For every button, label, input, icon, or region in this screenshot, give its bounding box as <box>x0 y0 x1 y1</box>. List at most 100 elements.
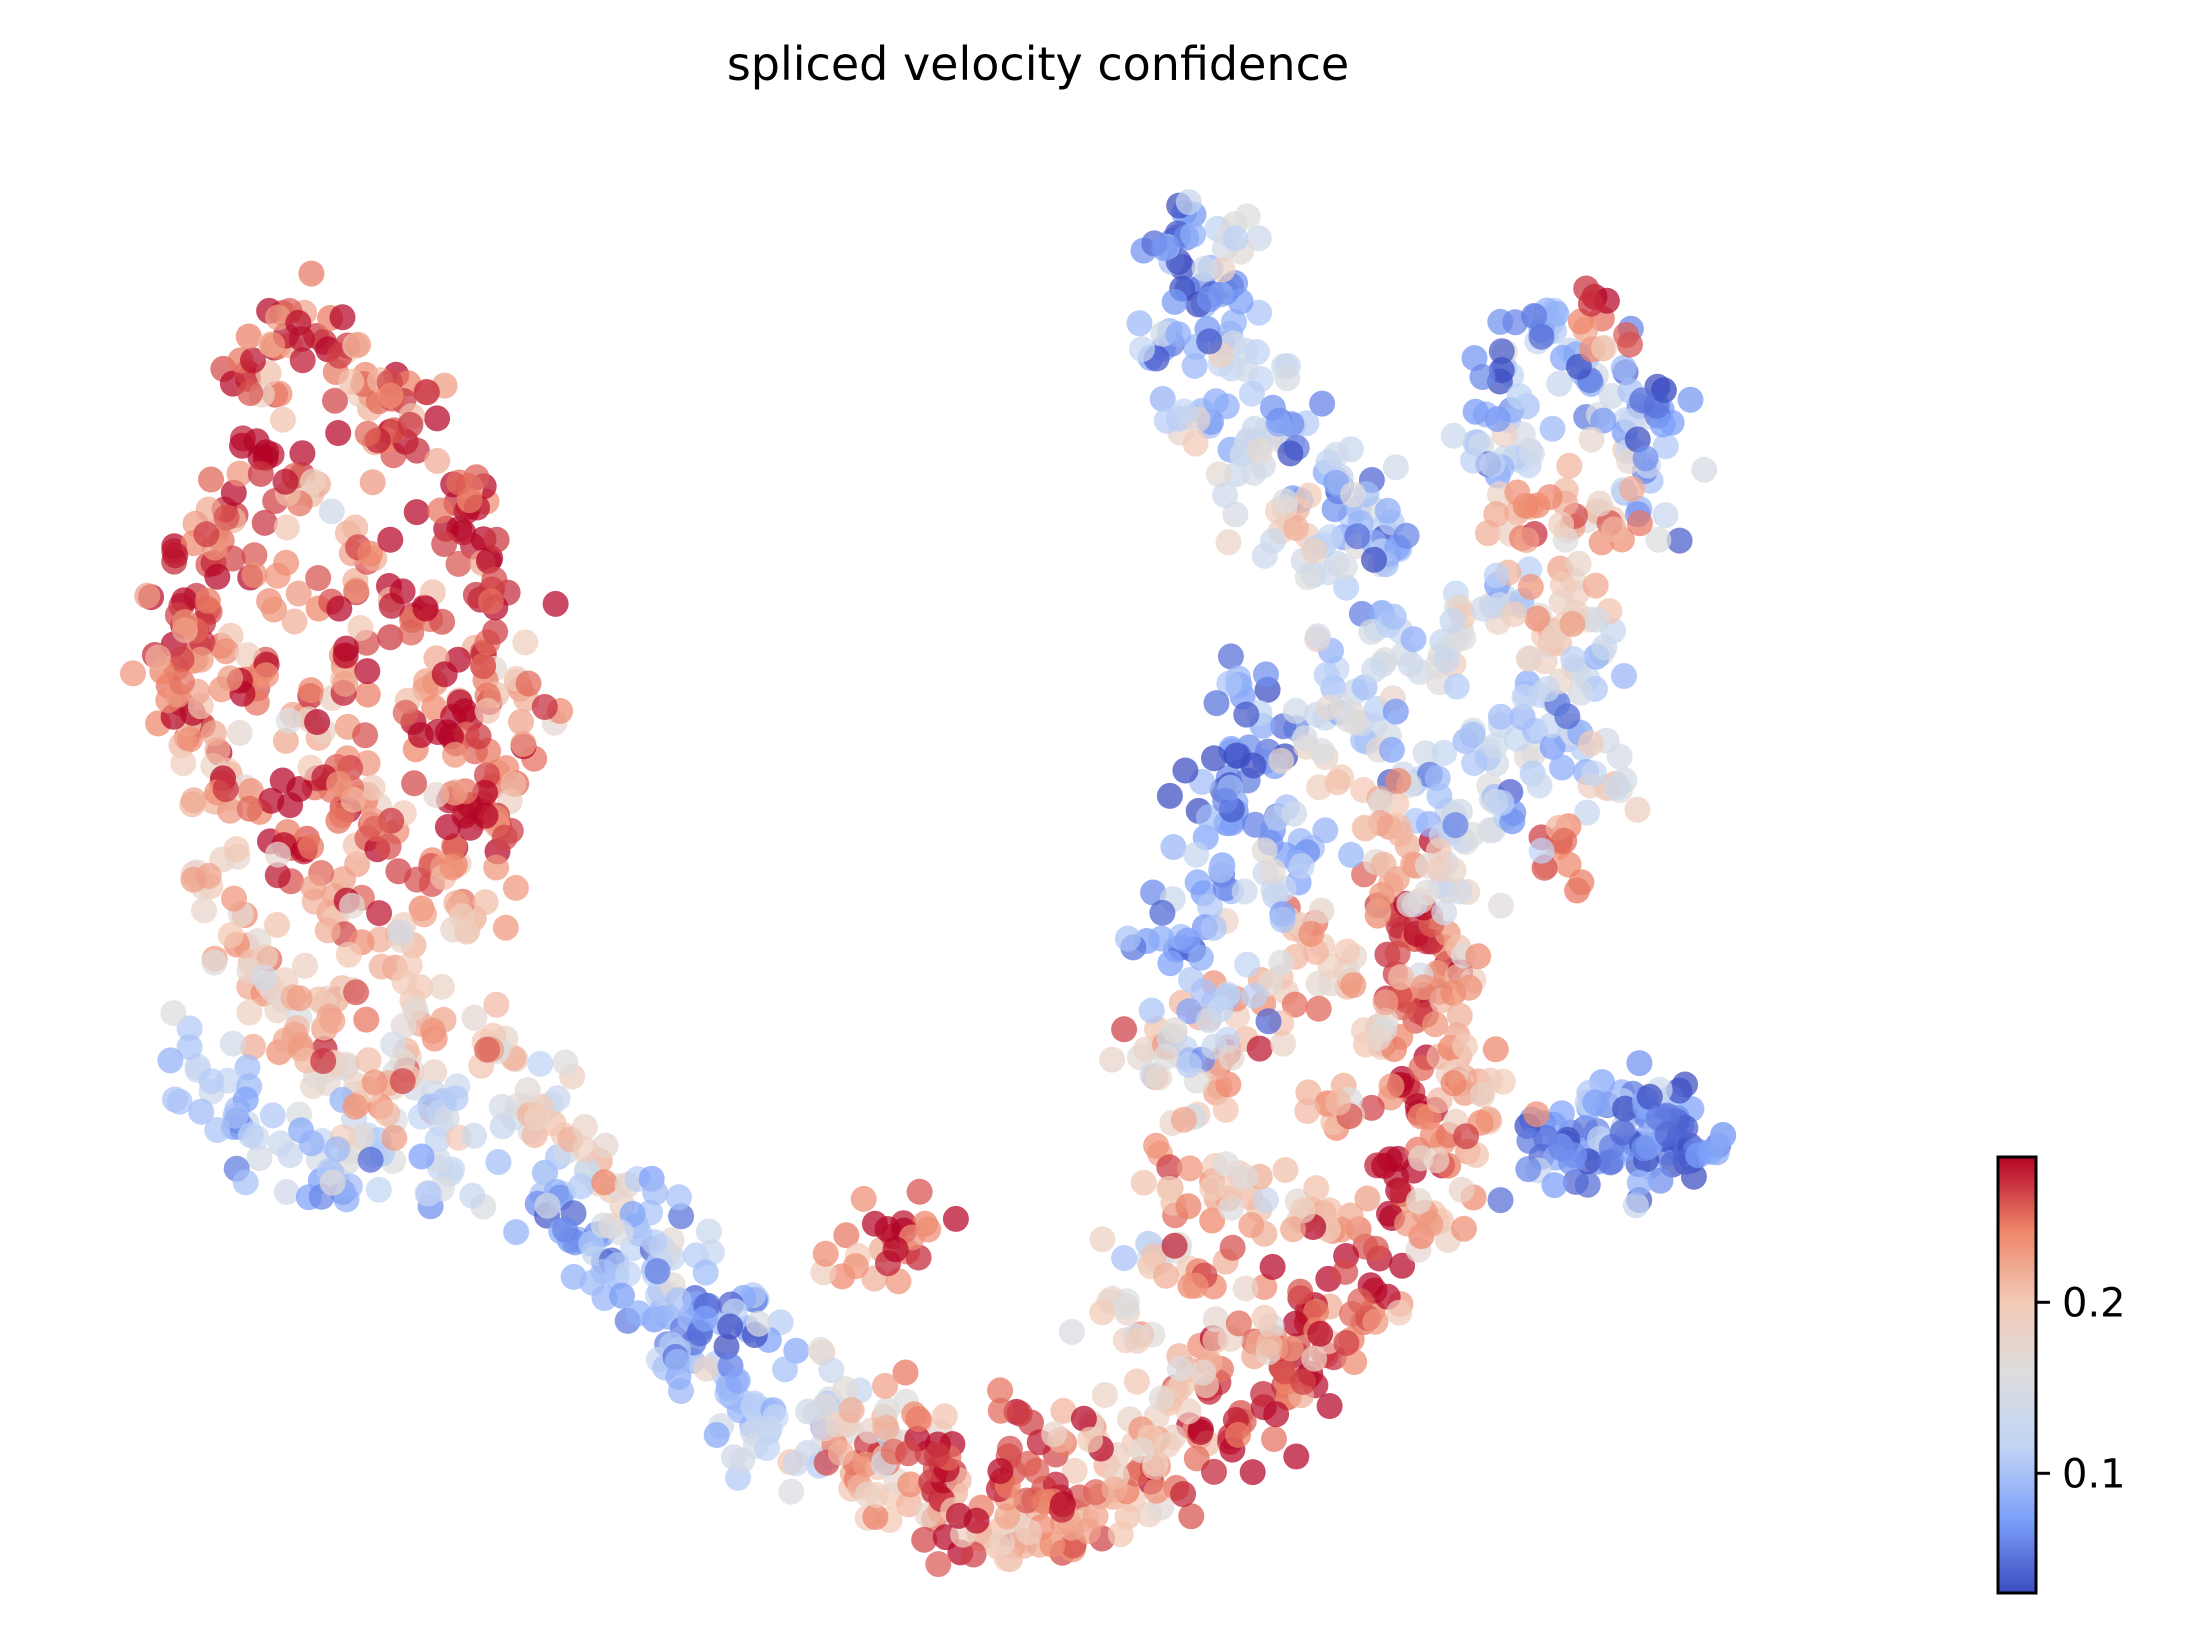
data-point <box>1564 877 1591 904</box>
data-point <box>461 1004 488 1031</box>
colorbar-tick-label: 0.1 <box>2062 1451 2126 1497</box>
data-point <box>567 1173 594 1200</box>
data-point <box>1405 1188 1432 1214</box>
data-point <box>292 952 318 979</box>
data-point <box>842 1253 869 1280</box>
data-point <box>571 1114 598 1140</box>
data-point <box>357 540 384 567</box>
data-point <box>134 582 161 609</box>
data-point <box>994 1503 1021 1530</box>
data-point <box>297 677 324 704</box>
data-point <box>1170 1481 1197 1508</box>
data-point <box>176 1015 203 1042</box>
data-point <box>1261 1426 1287 1452</box>
data-point <box>1389 1252 1416 1279</box>
data-point <box>1504 479 1531 506</box>
data-point <box>713 1333 740 1360</box>
data-point <box>319 1007 346 1034</box>
data-point <box>1619 475 1646 502</box>
data-point <box>272 727 299 754</box>
data-point <box>1487 703 1514 730</box>
data-point <box>398 619 425 646</box>
data-point <box>1282 697 1309 724</box>
data-point <box>960 1541 987 1568</box>
data-point <box>446 469 473 496</box>
data-point <box>1171 398 1197 425</box>
data-point <box>1451 1215 1477 1242</box>
data-point <box>1199 1207 1226 1234</box>
data-point <box>1652 433 1679 460</box>
data-point <box>1156 1154 1183 1181</box>
data-point <box>1386 1299 1413 1326</box>
data-point <box>1126 310 1153 337</box>
data-point <box>1501 601 1528 628</box>
data-point <box>1101 1476 1128 1503</box>
data-point <box>408 1143 435 1170</box>
data-point <box>1130 1169 1157 1196</box>
data-point <box>1363 1235 1389 1262</box>
data-point <box>754 1435 781 1461</box>
data-point <box>1551 827 1578 854</box>
data-point <box>1549 754 1575 781</box>
data-point <box>1365 1025 1392 1051</box>
data-point <box>385 858 412 885</box>
data-point <box>1048 1496 1075 1523</box>
scatter-points <box>120 189 1737 1578</box>
data-point <box>1238 1212 1265 1239</box>
data-point <box>1456 974 1483 1001</box>
data-point <box>1172 757 1199 784</box>
data-point <box>1050 1397 1077 1424</box>
data-point <box>1506 383 1533 410</box>
data-point <box>1175 1193 1202 1220</box>
data-point <box>258 787 285 814</box>
data-point <box>1149 385 1176 412</box>
data-point <box>1556 452 1583 479</box>
data-point <box>298 1130 325 1157</box>
data-point <box>1253 661 1279 688</box>
data-point <box>354 681 381 708</box>
data-point <box>180 787 207 814</box>
data-point <box>354 658 381 685</box>
data-point <box>1612 1095 1639 1122</box>
data-point <box>352 722 379 749</box>
data-point <box>1161 1232 1188 1259</box>
data-point <box>873 1414 900 1441</box>
data-point <box>401 994 428 1021</box>
data-point <box>243 428 270 455</box>
data-point <box>1129 336 1155 363</box>
data-point <box>1582 1089 1609 1116</box>
data-point <box>1234 951 1261 978</box>
data-point <box>1232 337 1259 364</box>
data-point <box>177 726 203 753</box>
data-point <box>1358 1094 1385 1121</box>
data-point <box>1199 1175 1226 1202</box>
data-point <box>264 911 290 938</box>
data-point <box>391 969 418 995</box>
data-point <box>361 815 388 842</box>
data-point <box>1446 878 1473 905</box>
data-point <box>272 468 299 495</box>
data-point <box>1442 812 1469 839</box>
data-point <box>1233 701 1260 728</box>
data-point <box>1212 482 1238 508</box>
data-point <box>1195 804 1222 831</box>
data-point <box>1170 1106 1197 1133</box>
data-point <box>1252 1187 1279 1213</box>
data-point <box>1459 721 1486 748</box>
data-point <box>1378 1073 1405 1100</box>
data-point <box>1557 1149 1584 1176</box>
data-point <box>251 509 278 536</box>
data-point <box>1251 837 1278 864</box>
data-point <box>642 1179 669 1206</box>
data-point <box>1617 331 1643 358</box>
data-point <box>1465 943 1492 970</box>
data-point <box>411 901 437 928</box>
data-point <box>772 1356 798 1383</box>
data-point <box>1123 1368 1150 1395</box>
data-point <box>1396 891 1423 918</box>
data-point <box>1294 1098 1321 1124</box>
data-point <box>365 1176 392 1203</box>
data-point <box>692 1305 718 1332</box>
data-point <box>818 1357 845 1384</box>
data-point <box>1315 694 1342 721</box>
